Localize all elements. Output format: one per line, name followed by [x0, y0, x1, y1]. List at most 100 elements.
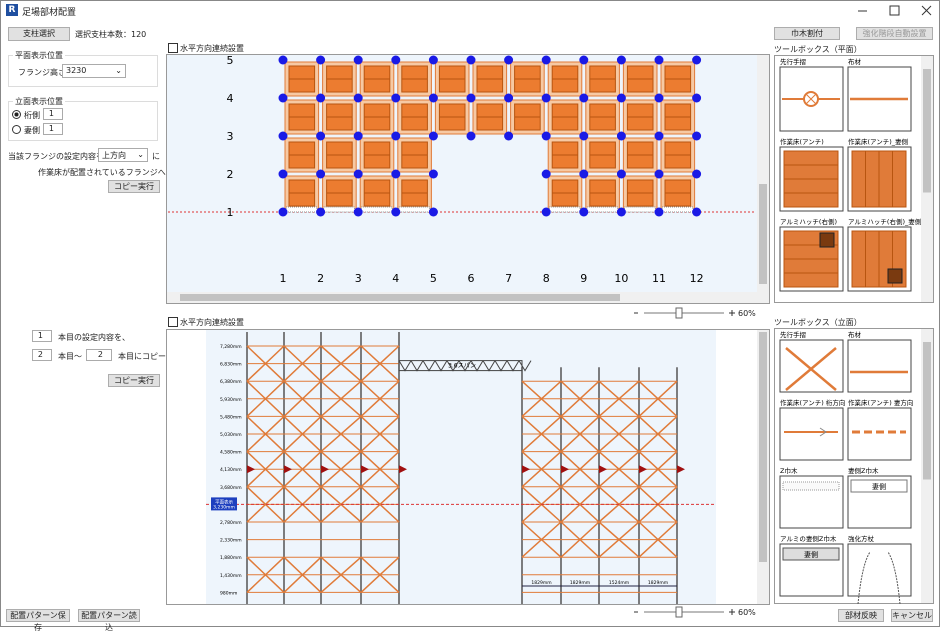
- tool-item[interactable]: [779, 407, 844, 461]
- post: [541, 131, 551, 141]
- window-controls[interactable]: [850, 3, 938, 19]
- post: [428, 93, 438, 103]
- truss-web: [422, 360, 436, 372]
- post: [391, 207, 401, 217]
- post: [428, 131, 438, 141]
- truss-web: [458, 360, 472, 372]
- toolbox-title: ツールボックス（平面）: [774, 45, 862, 54]
- stair-marker: [677, 465, 685, 474]
- flange-label: フランジ高さ：: [18, 68, 74, 77]
- post: [504, 131, 514, 141]
- truss-web: [446, 360, 460, 372]
- load-button[interactable]: 配置パターン読込: [78, 609, 140, 632]
- tool-item[interactable]: [847, 407, 912, 461]
- post: [278, 169, 288, 179]
- height-label: 1,430mm: [220, 573, 242, 579]
- zoom-slider[interactable]: [632, 605, 736, 619]
- post: [316, 207, 326, 217]
- stair-marker: [247, 465, 255, 474]
- post: [278, 131, 288, 141]
- arrow: ⌄: [115, 66, 122, 75]
- select-button[interactable]: 支柱選択: [8, 27, 70, 41]
- tool-label: アルミハッチ(右側)_妻側: [848, 217, 922, 226]
- post: [579, 93, 589, 103]
- stair-marker: [321, 465, 329, 474]
- scroll-thumb: [180, 294, 620, 301]
- icon: [857, 551, 901, 604]
- brace: [560, 521, 600, 558]
- stair-marker: [361, 465, 369, 474]
- height-label: 2,780mm: [220, 520, 242, 526]
- radio-label: 桁側: [24, 111, 40, 120]
- save-button[interactable]: 配置パターン保存: [6, 609, 70, 632]
- truss-web: [506, 360, 520, 372]
- spinner[interactable]: 2: [32, 349, 52, 361]
- post: [692, 55, 702, 65]
- copy-button[interactable]: コピー実行: [108, 374, 160, 387]
- brace: [360, 415, 400, 453]
- post: [616, 169, 626, 179]
- post: [428, 169, 438, 179]
- brace: [320, 556, 362, 593]
- zoom-slider[interactable]: [632, 306, 736, 320]
- tool-label: アルミハッチ(右側): [780, 217, 837, 226]
- tool-item[interactable]: [847, 339, 912, 393]
- copy2-text: 本目～: [58, 352, 82, 361]
- stairs-button: 強化階段自動設置: [856, 27, 933, 40]
- height-label: 980mm: [220, 590, 237, 596]
- height-label: 4,130mm: [220, 467, 242, 473]
- tool-item[interactable]: [779, 339, 844, 393]
- icon: [805, 93, 817, 105]
- brace: [246, 486, 285, 523]
- post: [654, 55, 664, 65]
- truss-web: [518, 360, 532, 372]
- post: [316, 55, 326, 65]
- post: [391, 169, 401, 179]
- copy2-text: 本目にコピー: [118, 352, 166, 361]
- tool-label: 作業床(アンチ) 妻方向: [848, 398, 913, 407]
- toe-board: [661, 206, 694, 213]
- apply-button[interactable]: 部材反映: [838, 609, 884, 622]
- group-title: 平面表示位置: [13, 50, 65, 61]
- baseboard-button[interactable]: 巾木割付: [774, 27, 840, 40]
- post: [692, 131, 702, 141]
- post: [616, 93, 626, 103]
- direction-select[interactable]: 上方向 ⌄: [98, 148, 148, 162]
- elevation-view[interactable]: 3.6スパン 7,280mm 6,830mm 6,380mm 5,930mm 5,480m…: [166, 329, 770, 605]
- height-label: 5,030mm: [220, 432, 242, 438]
- radio[interactable]: [12, 110, 21, 119]
- canvas: [206, 330, 716, 604]
- checkbox[interactable]: [168, 43, 178, 53]
- brace: [360, 486, 400, 523]
- spinner[interactable]: 2: [86, 349, 112, 361]
- checkbox[interactable]: [168, 317, 178, 327]
- spinner[interactable]: 1: [32, 330, 52, 342]
- icon: [819, 427, 827, 437]
- tool-item[interactable]: [847, 543, 912, 597]
- icon: [819, 232, 835, 248]
- post: [278, 55, 288, 65]
- post: [579, 131, 589, 141]
- row-label: 1: [227, 206, 234, 219]
- cancel-button[interactable]: キャンセル: [891, 609, 933, 622]
- spinner[interactable]: 1: [43, 108, 63, 120]
- brace: [560, 415, 600, 453]
- radio[interactable]: [12, 125, 21, 134]
- column-label: 4: [392, 272, 399, 285]
- copy2-text: 本目の設定内容を、: [58, 333, 130, 342]
- tool-label: 強化方杖: [848, 534, 875, 543]
- toe-board: [548, 206, 581, 213]
- spinner[interactable]: 1: [43, 123, 63, 135]
- stair-marker: [561, 465, 569, 474]
- copy-button[interactable]: コピー実行: [108, 180, 160, 193]
- brace: [283, 345, 322, 382]
- icon-tag: 妻側: [804, 550, 818, 559]
- flange-select[interactable]: 3230 ⌄: [62, 64, 126, 78]
- height-label: 2,330mm: [220, 538, 242, 544]
- select-value: 3230: [66, 66, 87, 75]
- post: [353, 207, 363, 217]
- post: [616, 55, 626, 65]
